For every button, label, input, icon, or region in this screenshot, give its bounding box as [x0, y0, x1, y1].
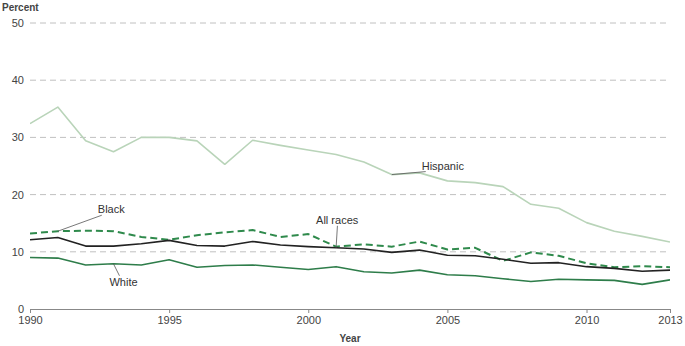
- leader-line: [113, 264, 119, 276]
- x-tick-mark: [447, 309, 448, 313]
- y-axis-line: [30, 24, 31, 310]
- series-label: All races: [316, 214, 359, 226]
- series-line: [30, 107, 670, 242]
- x-tick: 1990: [18, 309, 42, 326]
- series-labels: Hispanic Black All races White: [58, 160, 465, 288]
- plot-area: [30, 107, 670, 284]
- x-tick-label: 1990: [18, 314, 42, 326]
- x-tick-mark: [308, 309, 309, 313]
- grid-line: [30, 137, 670, 138]
- x-tick-label: 2000: [297, 314, 321, 326]
- x-axis-line: [31, 309, 671, 310]
- y-axis-title: Percent: [2, 2, 39, 13]
- chart: 01020304050199019952000200520102013Perce…: [0, 0, 685, 346]
- x-tick: 2005: [436, 309, 460, 326]
- y-tick: 50: [12, 17, 30, 29]
- x-tick-mark: [587, 309, 588, 313]
- grid-line: [30, 251, 670, 252]
- x-axis-title: Year: [339, 333, 360, 344]
- series-line: [30, 238, 670, 272]
- x-tick-mark: [169, 309, 170, 313]
- y-tick-label: 50: [12, 17, 24, 29]
- y-tick-label: 10: [12, 246, 24, 258]
- x-tick: 2010: [575, 309, 599, 326]
- leader-line: [336, 226, 337, 248]
- y-axis: 01020304050: [12, 17, 31, 315]
- leader-line: [58, 215, 102, 231]
- x-tick-label: 2010: [575, 314, 599, 326]
- grid-line: [30, 194, 670, 195]
- series-label: Hispanic: [422, 160, 465, 172]
- grid-line: [30, 23, 670, 24]
- y-tick: 10: [12, 246, 30, 258]
- x-axis: 1990 1995 2000 2005 2010 2013: [18, 309, 682, 326]
- x-tick-label: 2013: [658, 314, 682, 326]
- y-tick-label: 30: [12, 131, 24, 143]
- x-tick: 1995: [157, 309, 181, 326]
- x-tick-mark: [670, 309, 671, 313]
- x-tick: 2013: [658, 309, 682, 326]
- y-tick-label: 40: [12, 74, 24, 86]
- y-tick: 40: [12, 74, 30, 86]
- x-tick-label: 1995: [157, 314, 181, 326]
- series-label: White: [109, 276, 137, 288]
- y-tick-label: 20: [12, 189, 24, 201]
- y-tick: 30: [12, 131, 30, 143]
- x-tick-label: 2005: [436, 314, 460, 326]
- grid-line: [30, 80, 670, 81]
- grid: [30, 23, 670, 252]
- leader-line: [392, 172, 426, 175]
- y-tick: 20: [12, 189, 30, 201]
- series-label: Black: [98, 203, 125, 215]
- x-tick: 2000: [297, 309, 321, 326]
- x-tick-mark: [30, 309, 31, 313]
